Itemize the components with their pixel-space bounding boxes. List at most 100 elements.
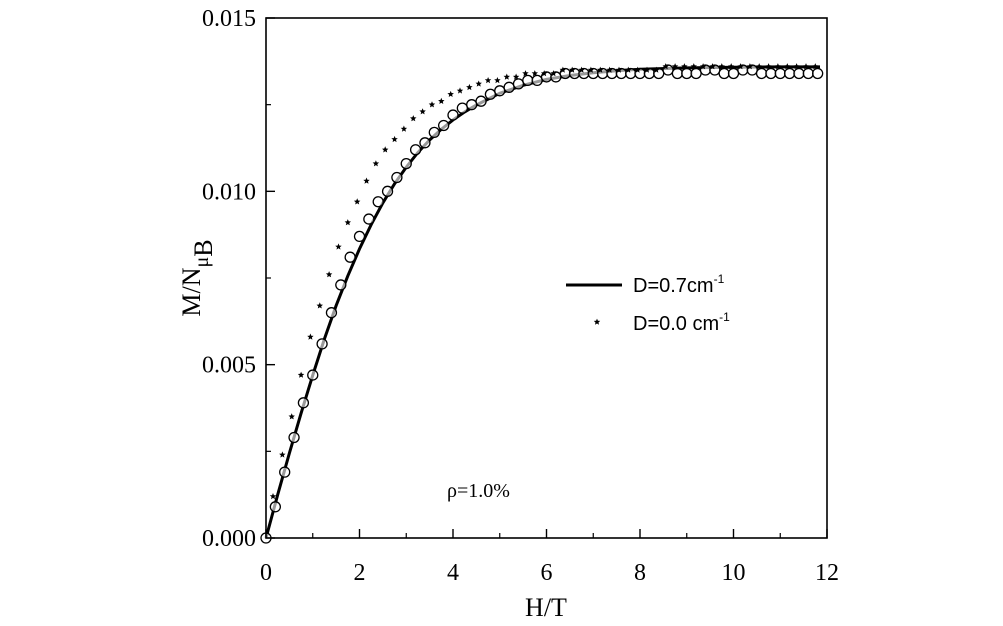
circle-point: [690, 67, 702, 80]
star-point: [288, 413, 295, 420]
circle-point: [335, 279, 347, 291]
legend-label-fit: D=0.7cm-1: [633, 272, 725, 297]
star-point: [269, 493, 277, 500]
circle-point: [494, 85, 506, 97]
axis-ticks: [265, 17, 828, 539]
star-point: [709, 63, 716, 70]
star-point: [400, 125, 408, 132]
x-tick-label-4: 8: [634, 560, 646, 586]
circle-point: [681, 67, 693, 80]
star-point: [597, 66, 604, 73]
star-point: [531, 70, 538, 77]
x-tick-label-0: 0: [260, 560, 272, 586]
circle-point: [428, 126, 440, 139]
circle-point: [279, 466, 291, 478]
circle-point: [316, 338, 328, 350]
star-point: [484, 77, 492, 84]
star-point: [671, 63, 679, 70]
star-point: [765, 63, 772, 70]
circle-point: [381, 185, 394, 197]
star-point: [587, 66, 595, 73]
tick-labels: 0 2 4 6 8 10 12 0.000 0.005 0.010 0.015: [202, 6, 839, 586]
star-point: [475, 80, 482, 87]
star-point: [578, 66, 585, 73]
star-point: [718, 63, 725, 70]
x-tick-label-6: 12: [815, 560, 839, 586]
y-tick-label-0: 0.000: [202, 526, 256, 552]
circle-point: [447, 109, 459, 121]
series-fit-line: [264, 65, 820, 539]
circle-point: [400, 157, 412, 170]
star-point: [774, 63, 782, 70]
circle-point: [372, 196, 384, 208]
star-point: [625, 66, 632, 73]
x-axis-label: H/T: [525, 593, 567, 622]
star-point: [335, 243, 342, 250]
circle-point: [802, 67, 814, 80]
star-point: [784, 63, 791, 70]
star-point: [615, 66, 623, 73]
legend-star-sample: [593, 318, 601, 325]
circle-point: [774, 67, 786, 80]
star-point: [363, 177, 370, 184]
star-point: [382, 146, 389, 153]
circle-point: [307, 369, 319, 381]
y-tick-label-1: 0.005: [202, 353, 256, 379]
star-point: [653, 66, 660, 73]
circle-point: [783, 67, 796, 80]
circle-point: [456, 102, 469, 114]
y-axis-label-main: M/N: [177, 267, 206, 316]
circle-point: [297, 397, 310, 409]
legend: D=0.7cm-1 D=0.0 cm-1: [566, 272, 730, 335]
star-point: [410, 115, 417, 122]
circle-point: [288, 431, 300, 444]
star-point: [279, 451, 286, 458]
star-point: [606, 66, 613, 73]
star-point: [344, 219, 351, 226]
star-point: [699, 63, 707, 70]
circle-point: [671, 67, 684, 80]
star-point: [512, 73, 520, 80]
circle-point: [503, 81, 515, 93]
star-point: [793, 63, 800, 70]
circle-point: [344, 251, 356, 263]
star-point: [559, 66, 567, 73]
star-point: [466, 83, 473, 91]
star-point: [428, 101, 436, 108]
star-point: [681, 63, 688, 70]
star-point: [727, 63, 735, 70]
x-tick-label-2: 4: [447, 560, 459, 586]
circle-point: [812, 67, 824, 80]
star-point: [325, 271, 333, 278]
star-point: [802, 63, 810, 70]
star-point: [569, 66, 576, 73]
circle-point: [353, 230, 366, 243]
star-point: [522, 70, 529, 77]
star-point: [391, 135, 398, 143]
star-point: [419, 108, 426, 115]
star-point: [447, 90, 454, 97]
x-tick-label-3: 6: [541, 560, 553, 586]
star-point: [690, 63, 697, 70]
star-point: [662, 63, 669, 70]
y-axis-label: M/NμB: [177, 239, 218, 316]
star-point: [456, 87, 464, 94]
star-point: [756, 63, 763, 70]
star-point: [307, 333, 314, 340]
circle-point: [437, 119, 450, 132]
star-point: [812, 63, 819, 70]
star-point: [494, 77, 501, 84]
star-point: [372, 160, 380, 167]
circle-point: [765, 67, 777, 80]
legend-star-marker: [593, 318, 601, 325]
star-point: [550, 70, 557, 77]
star-point: [643, 66, 651, 73]
star-point: [316, 302, 323, 309]
svg-text:M/NμB: M/NμB: [177, 239, 218, 316]
circle-point: [484, 88, 497, 100]
star-point: [353, 198, 361, 205]
star-point: [746, 63, 754, 70]
circle-point: [531, 74, 543, 87]
circle-point: [363, 213, 375, 225]
circle-point: [793, 67, 805, 80]
